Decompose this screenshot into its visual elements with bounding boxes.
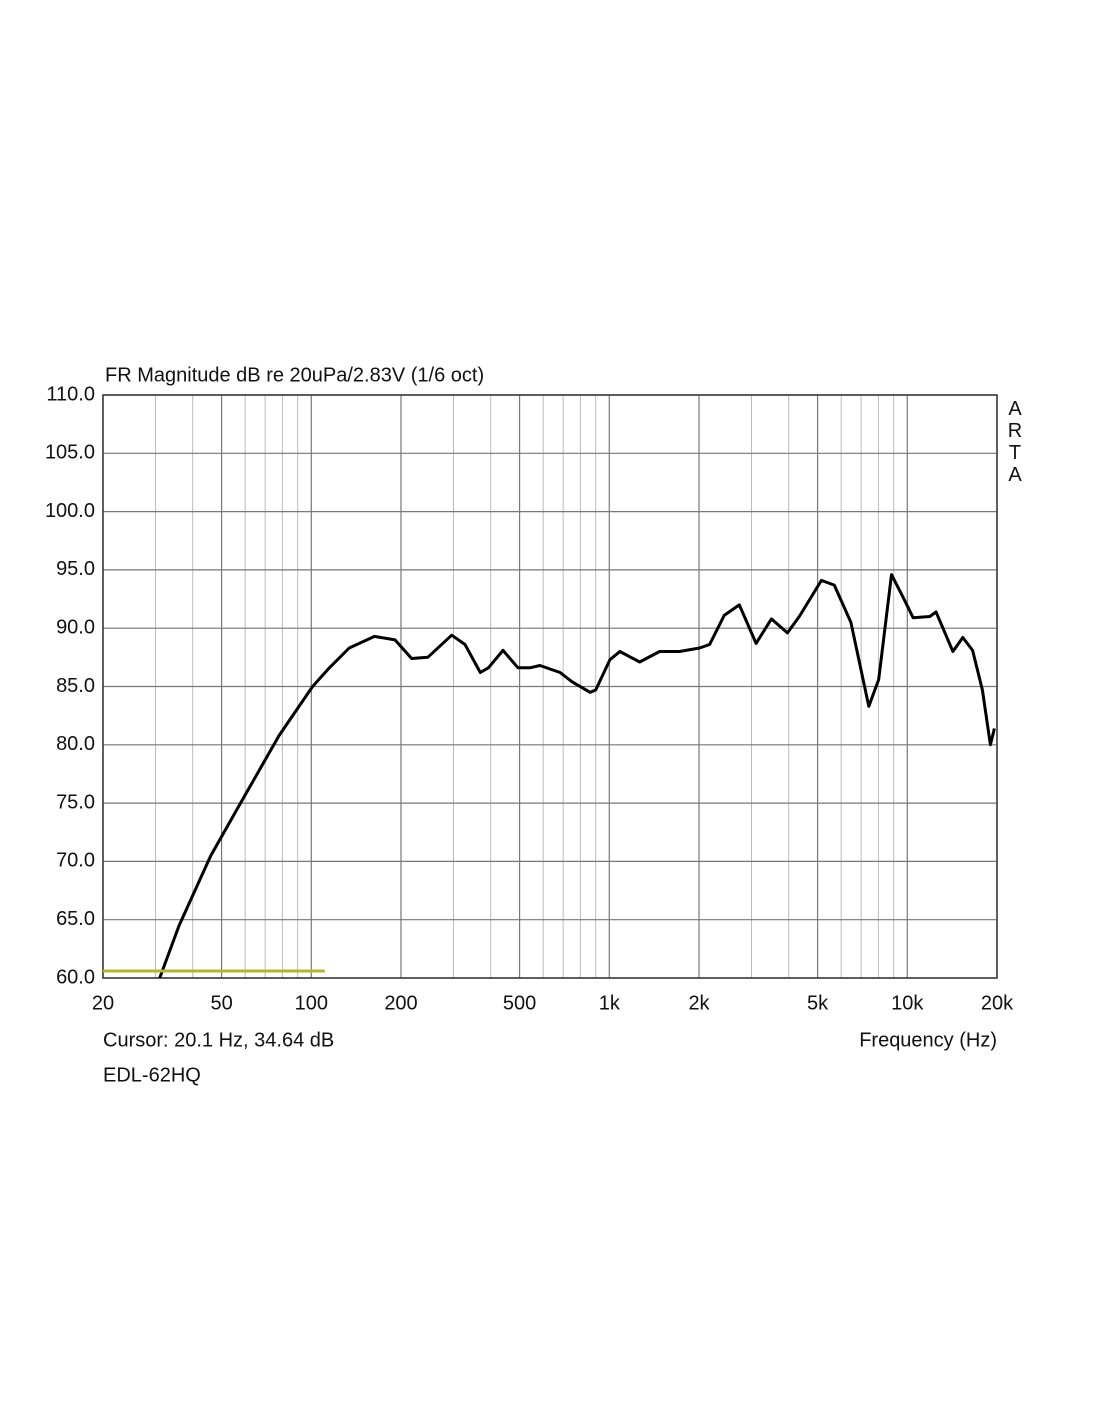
- x-axis-label: Frequency (Hz): [859, 1029, 997, 1051]
- y-tick-label: 90.0: [56, 616, 95, 638]
- x-tick-label: 5k: [807, 992, 829, 1014]
- y-tick-label: 100.0: [45, 500, 95, 522]
- device-name: EDL-62HQ: [103, 1064, 201, 1086]
- x-tick-label: 1k: [599, 992, 621, 1014]
- y-tick-label: 80.0: [56, 733, 95, 755]
- y-tick-label: 95.0: [56, 558, 95, 580]
- y-tick-label: 85.0: [56, 675, 95, 697]
- x-tick-label: 200: [384, 992, 417, 1014]
- y-tick-label: 70.0: [56, 850, 95, 872]
- plot-frame: [102, 394, 998, 979]
- y-tick-label: 105.0: [45, 442, 95, 464]
- cursor-readout: Cursor: 20.1 Hz, 34.64 dB: [103, 1029, 334, 1051]
- x-tick-label: 2k: [688, 992, 710, 1014]
- y-tick-label: 65.0: [56, 908, 95, 930]
- chart-title: FR Magnitude dB re 20uPa/2.83V (1/6 oct): [105, 364, 484, 386]
- x-tick-label: 500: [503, 992, 536, 1014]
- x-tick-label: 20k: [981, 992, 1014, 1014]
- x-tick-label: 100: [295, 992, 328, 1014]
- series-line: [158, 573, 996, 979]
- y-tick-label: 110.0: [46, 383, 95, 405]
- y-tick-label: 60.0: [56, 966, 95, 988]
- x-tick-label: 10k: [891, 992, 924, 1014]
- y-tick-label: 75.0: [56, 791, 95, 813]
- x-tick-label: 20: [92, 992, 114, 1014]
- x-tick-label: 50: [210, 992, 232, 1014]
